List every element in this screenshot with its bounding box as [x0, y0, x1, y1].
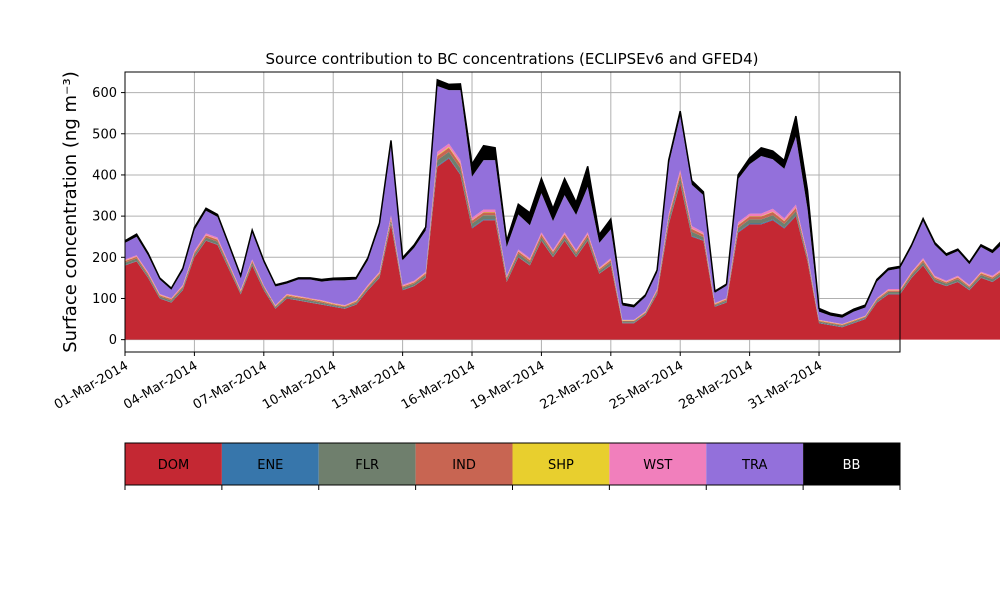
- area-bb: [125, 79, 1000, 318]
- y-axis-label: Surface concentration (ng m⁻³): [60, 71, 81, 353]
- y-tick-label: 100: [92, 292, 117, 307]
- y-tick-label: 200: [92, 251, 117, 266]
- legend-label: IND: [452, 458, 476, 473]
- legend-label: BB: [843, 458, 861, 473]
- x-tick-label: 04-Mar-2014: [121, 358, 200, 412]
- legend-label: SHP: [548, 458, 574, 473]
- area-dom: [125, 158, 1000, 340]
- legend-swatch-dom: [125, 443, 222, 485]
- legend-swatch-flr: [318, 443, 416, 485]
- chart-title: Source contribution to BC concentrations…: [265, 50, 758, 68]
- total-outline: [124, 78, 1000, 317]
- y-tick-label: 400: [92, 168, 117, 183]
- legend-swatch-wst: [609, 443, 707, 485]
- x-tick-label: 01-Mar-2014: [52, 358, 131, 412]
- x-tick-label: 28-Mar-2014: [676, 358, 755, 412]
- x-tick-label: 13-Mar-2014: [329, 358, 408, 412]
- area-tra: [125, 86, 1000, 324]
- x-axis: 01-Mar-201404-Mar-201407-Mar-201410-Mar-…: [52, 352, 825, 413]
- x-tick-label: 22-Mar-2014: [538, 358, 617, 412]
- legend-colorbar: DOM ENE FLR IND SHP WST TRA BB: [124, 442, 901, 490]
- y-tick-label: 300: [92, 210, 117, 225]
- x-tick-label: 19-Mar-2014: [468, 358, 547, 412]
- legend-swatch-ind: [415, 443, 513, 485]
- y-axis: 0 100 200 300 400 500 600: [92, 86, 125, 348]
- legend-label: TRA: [741, 458, 767, 473]
- legend-swatch-shp: [512, 443, 610, 485]
- legend-label: WST: [643, 458, 672, 473]
- y-tick-label: 0: [109, 333, 117, 348]
- y-tick-label: 500: [92, 127, 117, 142]
- legend-swatch-bb: [803, 443, 900, 485]
- plot-frame: [124, 71, 901, 353]
- legend-label: ENE: [257, 458, 283, 473]
- x-tick-label: 10-Mar-2014: [260, 358, 339, 412]
- x-tick-label: 31-Mar-2014: [746, 358, 825, 412]
- y-tick-label: 600: [92, 86, 117, 101]
- legend-label: DOM: [158, 458, 189, 473]
- legend-swatch-tra: [706, 443, 804, 485]
- legend-swatch-ene: [221, 443, 319, 485]
- legend-label: FLR: [355, 458, 379, 473]
- x-tick-label: 16-Mar-2014: [399, 358, 478, 412]
- stacked-areas: [125, 79, 1000, 340]
- plot-area: [124, 71, 1000, 353]
- x-tick-label: 25-Mar-2014: [607, 358, 686, 412]
- x-tick-label: 07-Mar-2014: [191, 358, 270, 412]
